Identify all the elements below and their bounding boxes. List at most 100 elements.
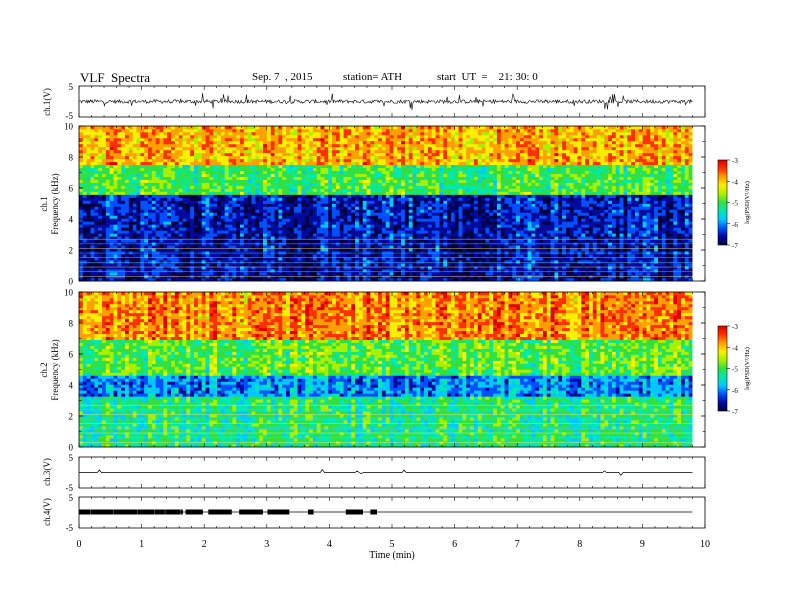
spec-cell (328, 212, 333, 216)
spec-cell (378, 221, 383, 225)
spec-cell (255, 143, 260, 148)
spec-cell (155, 170, 160, 174)
spec-cell (420, 134, 425, 139)
spec-cell (163, 176, 168, 180)
spec-cell (328, 218, 333, 222)
spec-cell (182, 278, 187, 282)
spec-cell (381, 161, 387, 166)
spec-cell (427, 278, 433, 282)
spec-cell (381, 131, 387, 136)
spec-cell (86, 275, 91, 279)
spec-cell (374, 167, 379, 172)
spec-cell (98, 260, 103, 264)
spec-cell (416, 149, 421, 154)
spec-cell (243, 126, 248, 130)
spec-cell (404, 173, 410, 177)
spec-cell (389, 137, 394, 142)
spec-cell (201, 167, 206, 172)
spec-cell (220, 134, 225, 139)
spec-cell (378, 245, 383, 249)
spec-cell (416, 227, 421, 231)
spec-cell (381, 200, 387, 204)
spec-cell (324, 209, 329, 213)
spec-cell (236, 239, 241, 243)
spec-cell (155, 212, 160, 216)
spec-cell (144, 188, 149, 192)
spec-cell (259, 131, 264, 136)
spec-cell (324, 137, 329, 142)
spec-cell (335, 272, 341, 276)
spec-cell (263, 149, 268, 154)
spec-cell (209, 126, 214, 130)
spec-cell (247, 152, 252, 157)
spec-cell (301, 200, 306, 204)
spec-cell (309, 272, 314, 276)
spec-cell (351, 191, 356, 195)
spec-cell (397, 126, 402, 130)
spec-cell (416, 140, 421, 145)
spec-cell (90, 134, 95, 139)
spec-cell (117, 278, 122, 282)
spec-cell (159, 128, 164, 133)
spec-cell (312, 170, 318, 174)
spec-cell (94, 146, 99, 151)
spec-cell (159, 143, 164, 148)
spec-cell (274, 131, 279, 136)
spec-cell (439, 173, 444, 177)
spec-cell (213, 191, 218, 195)
spec-cell (125, 149, 130, 154)
spec-cell (98, 182, 103, 186)
spec-cell (94, 182, 99, 186)
spec-cell (263, 164, 268, 169)
spec-cell (355, 140, 360, 145)
spec-cell (424, 278, 429, 282)
spec-cell (316, 206, 321, 210)
spec-cell (401, 209, 406, 213)
spec-cell (209, 143, 214, 148)
spec-cell (148, 146, 153, 151)
spec-cell (404, 128, 410, 133)
spec-cell (374, 236, 379, 240)
spec-cell (232, 185, 237, 189)
spec-cell (389, 218, 394, 222)
spec-cell (255, 182, 260, 186)
spec-cell (125, 236, 130, 240)
spec-cell (378, 191, 383, 195)
spec-cell (220, 128, 225, 133)
spec-cell (213, 126, 218, 130)
spec-cell (86, 263, 91, 267)
spec-cell (404, 197, 410, 201)
spec-cell (251, 188, 256, 192)
spec-cell (128, 212, 133, 216)
spec-cell (316, 167, 321, 172)
spec-cell (205, 260, 210, 264)
spec-cell (431, 197, 436, 201)
spec-cell (397, 170, 402, 174)
spec-cell (320, 239, 325, 243)
spec-cell (316, 194, 321, 198)
spec-cell (362, 146, 367, 151)
spec-cell (255, 236, 260, 240)
spec-cell (163, 170, 168, 174)
spec-cell (205, 194, 210, 198)
spec-cell (381, 269, 387, 273)
spec-cell (381, 233, 387, 237)
spec-cell (427, 272, 433, 276)
spec-cell (362, 215, 367, 219)
spec-cell (197, 278, 202, 282)
spec-cell (343, 275, 348, 279)
spec-cell (293, 200, 298, 204)
spec-cell (408, 173, 413, 177)
spec-cell (205, 188, 210, 192)
spec-cell (148, 182, 153, 186)
spec-cell (305, 278, 310, 282)
spec-cell (144, 176, 149, 180)
spec-cell (431, 239, 436, 243)
spec-cell (404, 191, 410, 195)
spec-cell (201, 263, 206, 267)
spec-cell (266, 188, 272, 192)
spec-cell (316, 209, 321, 213)
spec-cell (247, 263, 252, 267)
spec-cell (312, 224, 318, 228)
spec-cell (347, 266, 352, 270)
